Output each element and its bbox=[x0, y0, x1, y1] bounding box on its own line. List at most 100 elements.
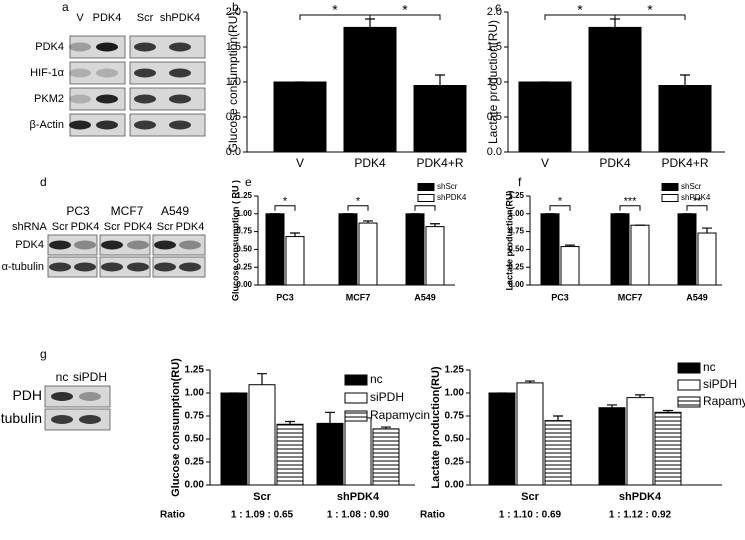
blot-row-label: PKM2 bbox=[34, 93, 64, 105]
y-tick-label: 0.00 bbox=[508, 280, 524, 289]
legend-swatch bbox=[677, 379, 701, 391]
blot-column-label: shPDK4 bbox=[160, 12, 200, 24]
x-tick-label: Scr bbox=[253, 491, 271, 503]
error-bar bbox=[285, 420, 295, 425]
error-bar bbox=[257, 373, 267, 385]
y-tick-label: 1.25 bbox=[445, 365, 465, 376]
panel-label: b bbox=[232, 0, 239, 14]
y-tick-label: 0.75 bbox=[508, 227, 524, 236]
error-bar bbox=[325, 411, 335, 424]
legend-label: shScr bbox=[437, 182, 458, 191]
bar bbox=[658, 85, 712, 153]
x-tick-label: V bbox=[296, 156, 304, 170]
y-tick-label: 0.00 bbox=[236, 280, 252, 289]
significance-label: * bbox=[283, 196, 288, 208]
blot-band bbox=[169, 120, 191, 130]
x-tick-label: A549 bbox=[414, 292, 436, 302]
y-axis-title: Glucose consumption(RU) bbox=[226, 12, 240, 153]
legend-label: shPDK4 bbox=[437, 193, 467, 202]
error-bar bbox=[365, 18, 375, 28]
significance-label: * bbox=[558, 196, 563, 208]
legend-label: siPDH bbox=[370, 390, 404, 404]
y-tick-label: 0.0 bbox=[487, 146, 502, 158]
significance-bracket bbox=[347, 205, 369, 211]
blot-panel bbox=[129, 87, 206, 111]
bar bbox=[248, 384, 276, 486]
blot-band bbox=[69, 94, 91, 104]
ratio-label: Ratio bbox=[160, 510, 185, 521]
y-tick-label: 1.0 bbox=[487, 76, 502, 88]
blot-group-label: MCF7 bbox=[111, 204, 144, 218]
blot-band bbox=[49, 262, 71, 272]
y-tick-label: 0.75 bbox=[185, 411, 205, 422]
bar bbox=[654, 411, 682, 486]
error-bar bbox=[635, 394, 645, 398]
significance-label: * bbox=[402, 2, 408, 18]
y-tick-label: 0.50 bbox=[236, 245, 252, 254]
bar bbox=[265, 213, 285, 286]
blot-group-label: PC3 bbox=[66, 204, 90, 218]
y-tick-label: 0.75 bbox=[445, 411, 465, 422]
x-tick-label: PC3 bbox=[276, 292, 294, 302]
bar bbox=[544, 420, 572, 486]
panel-label: c bbox=[495, 0, 501, 14]
blot-row-label: β-Actin bbox=[30, 119, 64, 131]
blot-panel bbox=[129, 113, 206, 137]
blot-column-label: PDK4 bbox=[124, 221, 153, 233]
blot-band bbox=[134, 94, 156, 104]
blot-column-label: Scr bbox=[104, 221, 121, 233]
y-tick-label: 0.25 bbox=[445, 457, 465, 468]
blot-band bbox=[134, 68, 156, 78]
bar bbox=[540, 213, 560, 286]
blot-row-label: PDK4 bbox=[15, 239, 44, 251]
blot-band bbox=[74, 262, 96, 272]
bar bbox=[610, 213, 630, 286]
bar bbox=[285, 236, 305, 286]
bar bbox=[677, 213, 697, 286]
bar bbox=[413, 85, 467, 153]
y-axis-title: Lactate production(RU) bbox=[430, 366, 442, 489]
error-bar bbox=[663, 409, 673, 413]
blot-band bbox=[51, 415, 73, 424]
error-bar bbox=[607, 404, 617, 408]
y-tick-label: 1.0 bbox=[226, 76, 241, 88]
bar bbox=[358, 222, 378, 286]
blot-row-label: HIF-1α bbox=[30, 67, 65, 79]
blot-panel bbox=[69, 61, 126, 85]
blot-band bbox=[169, 42, 191, 52]
significance-label: *** bbox=[624, 196, 638, 208]
x-tick-label: PDK4 bbox=[599, 156, 631, 170]
legend-label: nc bbox=[703, 360, 716, 374]
panel-label: a bbox=[62, 0, 69, 14]
error-bar bbox=[610, 18, 620, 28]
blot-panel bbox=[152, 234, 206, 256]
x-tick-label: shPDK4 bbox=[337, 491, 380, 503]
x-tick-label: PDK4 bbox=[354, 156, 386, 170]
blot-column-label: Scr bbox=[137, 12, 154, 24]
bar bbox=[598, 407, 626, 486]
error-bar bbox=[430, 223, 440, 227]
y-tick-label: 2.0 bbox=[226, 6, 241, 18]
blot-row-label: PDK4 bbox=[35, 41, 64, 53]
y-tick-label: 0.50 bbox=[185, 434, 205, 445]
legend-swatch bbox=[677, 396, 701, 408]
significance-bracket bbox=[274, 205, 296, 211]
significance-label: * bbox=[332, 2, 338, 18]
blot-column-label: Scr bbox=[157, 221, 174, 233]
bar bbox=[316, 422, 344, 486]
y-tick-label: 1.00 bbox=[236, 209, 252, 218]
significance-label: * bbox=[577, 2, 583, 18]
blot-band bbox=[101, 240, 123, 250]
y-tick-label: 1.00 bbox=[445, 388, 465, 399]
bar bbox=[626, 397, 654, 486]
y-tick-label: 0.50 bbox=[508, 245, 524, 254]
legend-swatch bbox=[661, 194, 679, 202]
blot-band bbox=[79, 415, 101, 424]
blot-band bbox=[51, 392, 73, 401]
bar bbox=[516, 382, 544, 486]
legend-swatch bbox=[344, 374, 368, 386]
panel-label: d bbox=[40, 175, 47, 189]
blot-band bbox=[169, 94, 191, 104]
bar bbox=[344, 417, 372, 486]
